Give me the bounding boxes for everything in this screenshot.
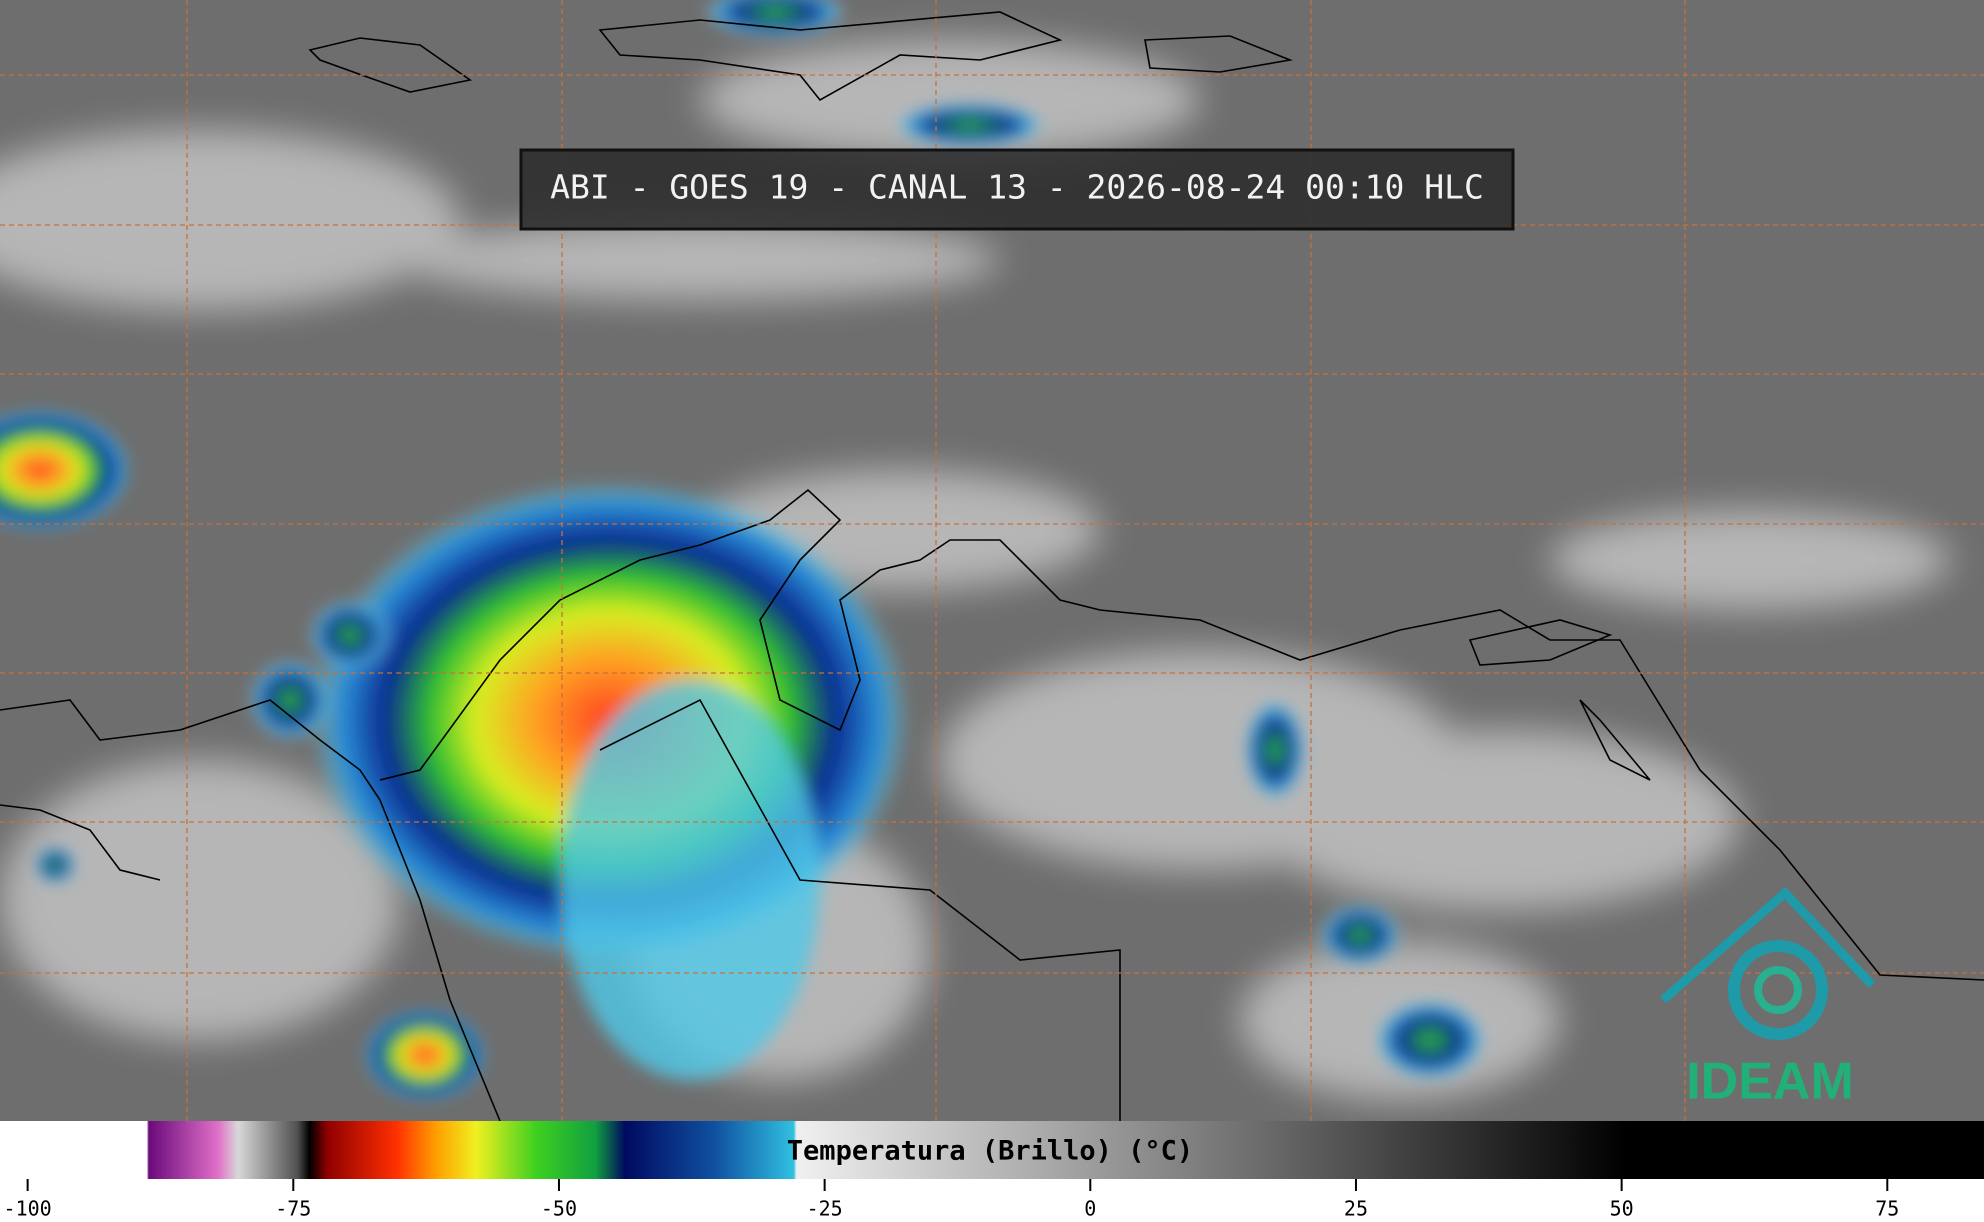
tick-label: 25 bbox=[1344, 1197, 1368, 1221]
tick-label: -50 bbox=[541, 1197, 577, 1221]
tick-label: 0 bbox=[1084, 1197, 1096, 1221]
tick-label: 75 bbox=[1875, 1197, 1899, 1221]
coastlines bbox=[0, 11, 1984, 1122]
colorbar-gradient bbox=[0, 1121, 1984, 1179]
title: ABI - GOES 19 - CANAL 13 - 2026-08-24 00… bbox=[550, 168, 1484, 207]
tick-label: -75 bbox=[275, 1197, 311, 1221]
colorbar-axis-area bbox=[0, 1179, 1984, 1222]
colorbar-label: Temperatura (Brillo) (°C) bbox=[787, 1136, 1193, 1167]
title-box: ABI - GOES 19 - CANAL 13 - 2026-08-24 00… bbox=[519, 148, 1515, 231]
tick-label: -100 bbox=[4, 1197, 52, 1221]
logo: IDEAM bbox=[1660, 886, 1876, 1111]
storms bbox=[0, 0, 1485, 1100]
tick-label: 50 bbox=[1610, 1197, 1634, 1221]
tick-label: -25 bbox=[807, 1197, 843, 1221]
logo-text: IDEAM bbox=[1686, 1053, 1854, 1111]
colorbar: Temperatura (Brillo) (°C) -100 -75 -50 -25 0… bbox=[0, 1121, 1984, 1222]
